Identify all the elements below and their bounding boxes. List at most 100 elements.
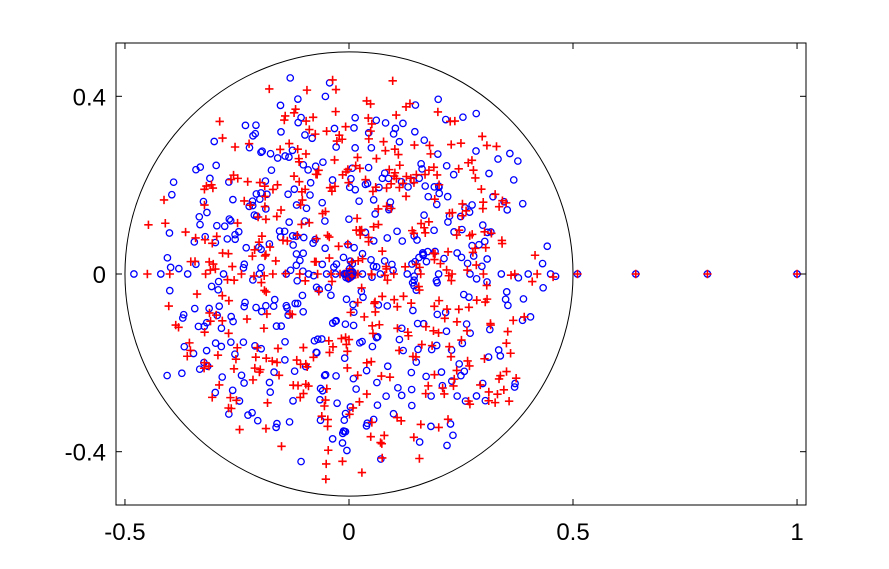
point-circle xyxy=(369,196,378,204)
point-plus xyxy=(321,395,330,405)
point-plus xyxy=(211,310,221,320)
point-circle xyxy=(214,285,223,294)
point-plus xyxy=(328,342,338,352)
point-circle xyxy=(457,371,465,380)
point-circle xyxy=(369,262,378,271)
point-circle xyxy=(299,233,308,242)
point-plus xyxy=(227,404,236,413)
point-plus xyxy=(414,282,423,291)
point-plus xyxy=(320,401,329,411)
point-circle xyxy=(207,282,216,291)
point-circle xyxy=(398,237,407,245)
point-circle xyxy=(195,212,204,221)
point-plus xyxy=(380,431,389,440)
point-plus xyxy=(477,184,486,194)
point-plus xyxy=(261,215,271,224)
point-circle xyxy=(341,320,350,329)
point-circle xyxy=(293,299,302,308)
point-circle xyxy=(313,348,321,357)
point-plus xyxy=(200,327,209,337)
point-circle xyxy=(424,192,433,201)
point-circle xyxy=(231,235,240,244)
point-plus xyxy=(334,242,343,251)
point-circle xyxy=(240,260,249,269)
point-plus xyxy=(454,305,464,314)
point-circle xyxy=(169,178,178,187)
point-plus xyxy=(200,235,210,244)
point-plus xyxy=(261,424,271,433)
point-plus xyxy=(205,308,214,318)
point-plus xyxy=(260,286,269,295)
point-plus xyxy=(273,344,283,353)
point-circle xyxy=(239,264,248,272)
point-circle xyxy=(304,166,312,174)
point-plus xyxy=(233,174,242,183)
point-plus xyxy=(480,227,489,237)
point-plus xyxy=(289,380,298,390)
point-circle xyxy=(298,291,307,300)
point-circle xyxy=(446,420,455,428)
point-circle xyxy=(422,372,430,381)
point-circle xyxy=(427,392,436,400)
point-circle xyxy=(381,119,390,127)
point-plus xyxy=(277,442,286,451)
point-plus xyxy=(280,115,289,125)
point-plus xyxy=(265,84,274,94)
point-plus xyxy=(183,352,192,361)
point-plus xyxy=(361,175,370,184)
point-circle xyxy=(281,356,289,364)
point-circle xyxy=(292,232,301,241)
point-circle xyxy=(340,354,349,363)
point-plus xyxy=(295,269,304,279)
point-plus xyxy=(440,314,449,323)
point-plus xyxy=(381,262,391,271)
point-plus xyxy=(381,146,390,155)
point-circle xyxy=(455,360,464,368)
point-plus xyxy=(420,170,430,179)
point-plus xyxy=(434,180,444,189)
point-plus xyxy=(305,218,314,227)
point-circle xyxy=(261,301,270,310)
point-circle xyxy=(206,174,214,183)
point-plus xyxy=(393,302,402,311)
points-layer xyxy=(130,74,802,484)
point-circle xyxy=(484,353,493,361)
point-plus xyxy=(412,260,421,269)
point-plus xyxy=(164,301,173,311)
point-circle xyxy=(394,383,402,392)
point-circle xyxy=(284,190,292,199)
point-plus xyxy=(472,260,481,270)
point-circle xyxy=(180,342,189,351)
point-plus xyxy=(430,302,439,311)
point-plus xyxy=(465,231,474,240)
point-plus xyxy=(328,75,337,85)
point-circle xyxy=(277,322,286,330)
point-circle xyxy=(304,270,313,278)
point-circle xyxy=(251,129,260,138)
point-plus xyxy=(362,96,371,106)
point-circle xyxy=(321,217,329,225)
point-plus xyxy=(254,238,264,247)
point-circle xyxy=(179,310,188,319)
point-plus xyxy=(321,207,330,216)
point-plus xyxy=(482,141,492,150)
point-plus xyxy=(293,145,302,154)
point-plus xyxy=(317,412,326,421)
point-plus xyxy=(424,166,434,175)
point-plus xyxy=(301,116,311,126)
point-circle xyxy=(340,427,348,436)
point-circle xyxy=(382,392,390,401)
point-plus xyxy=(631,269,640,279)
point-plus xyxy=(387,204,396,213)
point-plus xyxy=(382,183,391,193)
point-circle xyxy=(403,270,412,278)
point-plus xyxy=(506,349,515,358)
point-circle xyxy=(509,176,518,184)
point-plus xyxy=(528,277,537,286)
point-circle xyxy=(407,385,416,394)
point-circle xyxy=(407,401,416,410)
point-plus xyxy=(323,415,333,424)
point-circle xyxy=(350,243,358,252)
point-plus xyxy=(362,358,372,367)
point-plus xyxy=(478,132,487,141)
